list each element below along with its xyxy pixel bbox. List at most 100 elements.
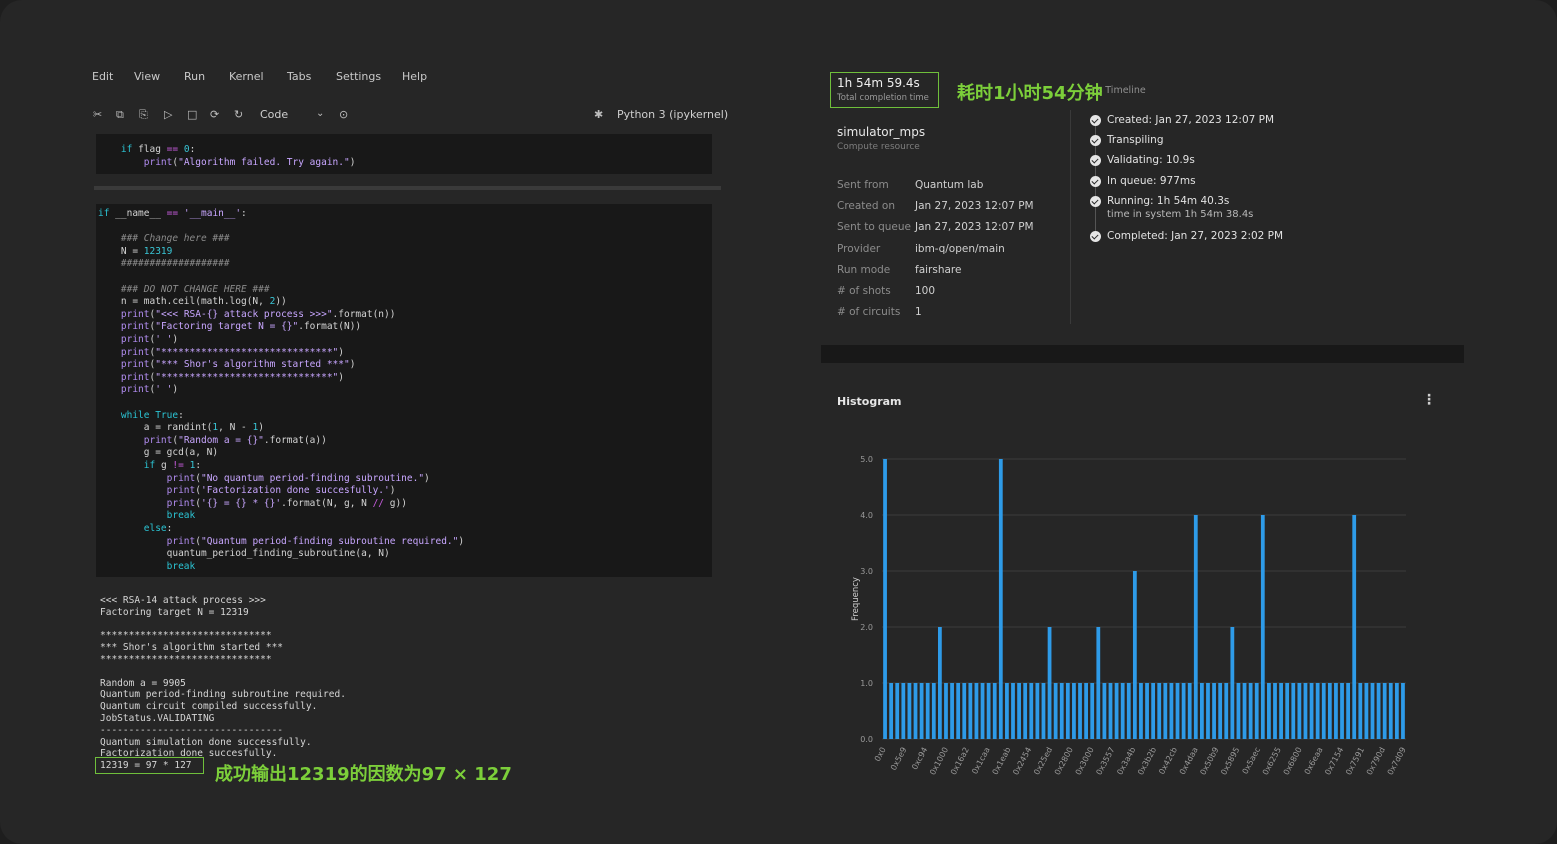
timeline-item: Running: 1h 54m 40.3s [1107,195,1230,207]
stop-icon[interactable]: □ [187,108,198,121]
menu-help[interactable]: Help [402,70,428,83]
cut-icon[interactable]: ✂ [93,108,103,121]
y-tick-label: 0.0 [860,735,873,744]
histogram-bar [974,683,979,739]
menu-settings[interactable]: Settings [336,70,382,83]
histogram-bar [1242,683,1247,739]
more-options-icon[interactable]: ⋮ [1422,392,1436,408]
x-tick-label: 0x3000 [1074,746,1096,777]
timeline-divider [1070,110,1071,324]
histogram-bar [1279,683,1283,739]
timeline-item: Transpiling [1107,134,1164,146]
timeline-item: Created: Jan 27, 2023 12:07 PM [1107,114,1275,126]
histogram-bar [907,683,912,739]
output-line: JobStatus.VALIDATING [100,713,215,724]
code-line: ### DO NOT CHANGE HERE ### [98,283,270,295]
detail-label: Sent to queue [837,221,912,234]
histogram-bar [1321,683,1326,739]
code-cell-2[interactable]: if __name__ == '__main__': ### Change he… [96,204,712,577]
histogram-bar [1254,683,1259,739]
x-tick-label: 0x1eab [991,746,1013,777]
chevron-down-icon[interactable]: ⌄ [316,108,325,119]
histogram-bar [1169,683,1174,739]
check-icon [1090,135,1101,146]
histogram-bar [1151,683,1156,739]
cell-type-select[interactable]: Code [260,108,289,121]
histogram-bar [1260,515,1265,739]
x-tick-label: 0x3b2b [1136,746,1158,777]
histogram-bar [944,683,948,739]
menu-edit[interactable]: Edit [92,70,114,83]
y-tick-label: 5.0 [860,455,873,464]
menu-kernel[interactable]: Kernel [229,70,264,83]
histogram-bar [1206,683,1210,739]
code-line: print("Random a = {}".format(a)) [143,434,327,446]
code-line: if g != 1: [143,460,202,471]
code-line: n = math.ceil(math.log(N, 2)) [98,296,287,308]
run-icon[interactable]: ▷ [164,108,173,121]
histogram-bar [931,683,936,739]
code-line: break [166,510,196,522]
kernel-name[interactable]: Python 3 (ipykernel) [617,108,729,121]
histogram-bar [1199,683,1204,739]
menu-view[interactable]: View [134,70,161,83]
y-axis-label: Frequency [851,577,861,621]
histogram-bar [962,683,967,739]
x-tick-label: 0x7591 [1344,746,1366,777]
x-tick-label: 0x7154 [1323,746,1345,777]
menu-run[interactable]: Run [184,70,206,83]
x-tick-label: 0x6eaa [1303,746,1325,776]
compute-resource-label: Compute resource [837,142,920,152]
output-line: *** Shor's algorithm started *** [100,642,284,654]
histogram-bar [1059,683,1064,739]
detail-value: fairshare [915,263,962,276]
paste-icon[interactable]: ⎘ [139,108,148,121]
x-tick-label: 0x2800 [1053,746,1075,777]
refresh-icon[interactable]: ↻ [234,108,244,121]
check-icon [1090,231,1101,242]
run-all-icon[interactable]: ⊙ [339,108,349,121]
y-tick-label: 4.0 [860,511,873,520]
debug-icon[interactable]: ✱ [594,108,604,121]
code-line: print("No quantum period-finding subrout… [166,472,430,484]
code-line: print("******************************") [120,346,344,358]
copy-icon[interactable]: ⧉ [116,108,124,121]
code-line: print('Factorization done succesfully.') [166,485,396,497]
code-line: print('{} = {} * {}'.format(N, g, N // g… [166,497,407,509]
timeline-item: Validating: 10.9s [1107,154,1195,166]
histogram-bar [1047,627,1052,739]
detail-label: Provider [837,242,881,255]
time-annotation: 耗时1小时54分钟 [957,83,1103,104]
histogram-bar [901,683,906,739]
restart-icon[interactable]: ⟳ [210,108,220,121]
code-line: print(' ') [120,334,179,345]
output-line: Quantum period-finding subroutine requir… [100,689,346,701]
histogram-bar [1187,683,1192,739]
x-tick-label: 0x16a2 [949,746,971,777]
histogram-bar [1072,683,1076,739]
histogram-bar [1120,683,1125,739]
code-line: print("Factoring target N = {}".format(N… [120,321,362,333]
histogram-bar [1193,515,1198,739]
histogram-bar [1126,683,1131,739]
output-line: Quantum circuit compiled successfully. [100,701,318,713]
menu-tabs[interactable]: Tabs [287,70,312,83]
code-line: if flag == 0: [120,144,196,155]
histogram-bar [1218,683,1223,739]
output-line: ****************************** [100,630,272,642]
histogram-bar [937,627,942,739]
histogram-bar [1175,683,1180,739]
histogram-bar [1035,683,1040,739]
histogram-bar [1315,683,1320,739]
code-line: quantum_period_finding_subroutine(a, N) [98,548,390,560]
histogram-bar [1370,683,1375,739]
code-cell-1[interactable]: if flag == 0: print("Algorithm failed. T… [96,134,712,174]
check-icon [1090,196,1101,207]
histogram-bar [1090,683,1095,739]
timeline-title: Status Timeline [1098,85,1146,96]
histogram-bar [1005,683,1009,739]
detail-value: Quantum lab [915,179,984,191]
histogram-bar [1352,515,1357,739]
detail-label: # of shots [837,285,891,297]
